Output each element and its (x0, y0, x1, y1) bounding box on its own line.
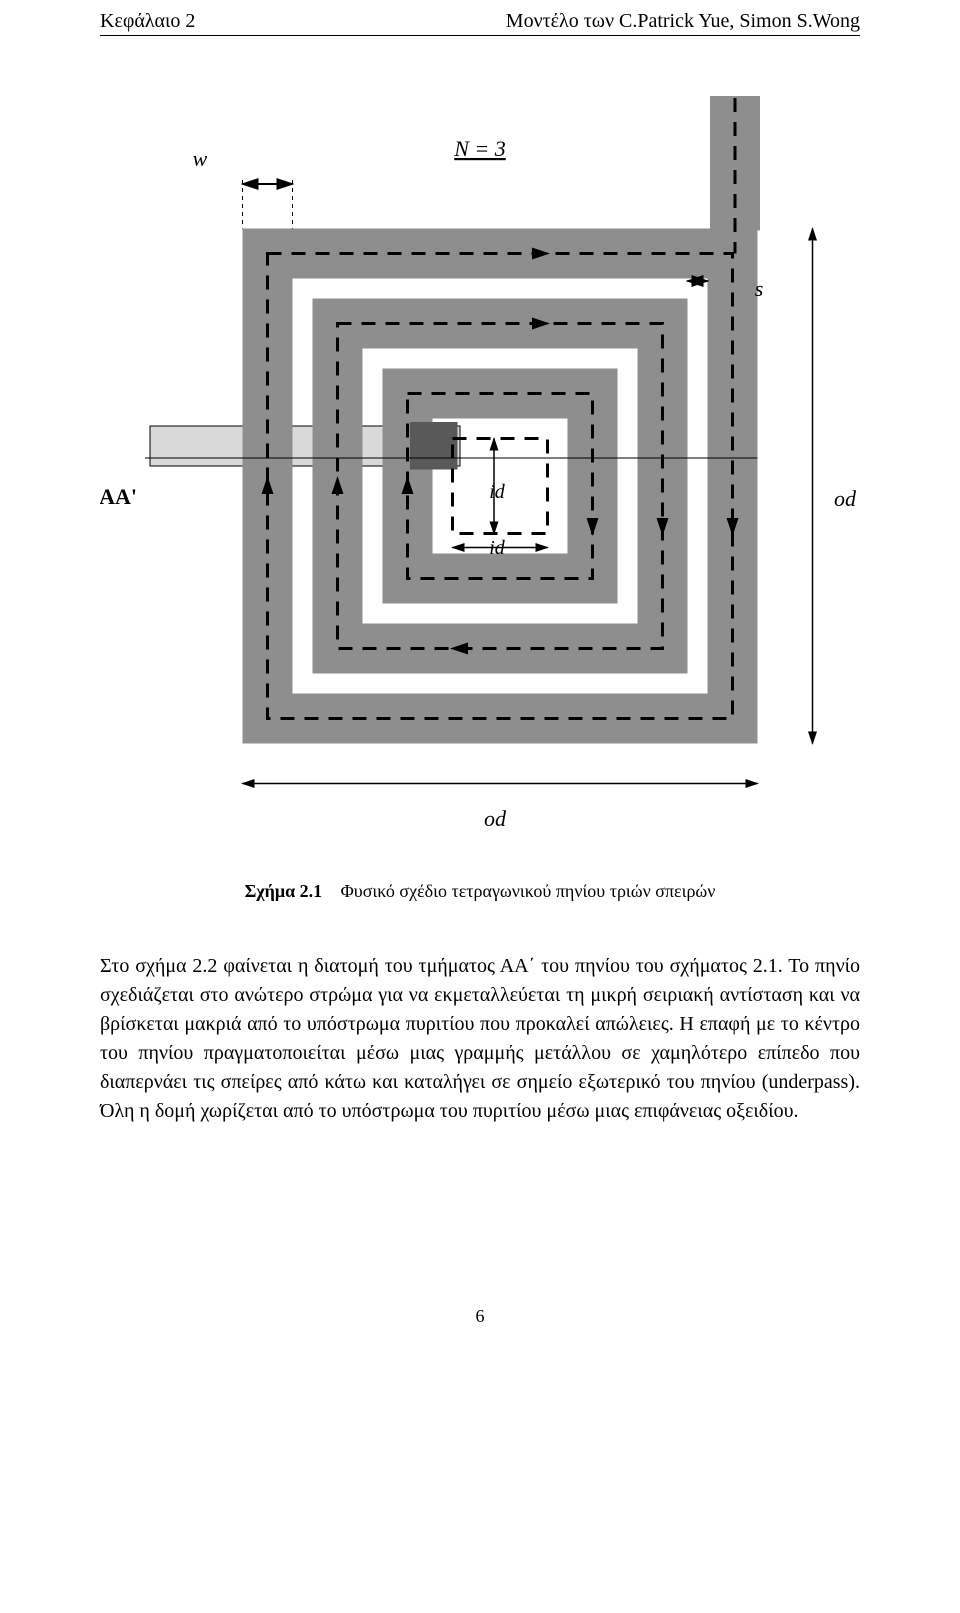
svg-text:AA': AA' (100, 484, 137, 509)
caption-label: Σχήμα 2.1 (245, 881, 323, 901)
figure-caption: Σχήμα 2.1 Φυσικό σχέδιο τετραγωνικού πην… (100, 881, 860, 902)
svg-text:od: od (484, 806, 507, 831)
header-title: Μοντέλο των C.Patrick Yue, Simon S.Wong (506, 10, 860, 33)
caption-text: Φυσικό σχέδιο τετραγωνικού πηνίου τριών … (341, 881, 716, 901)
svg-text:id: id (489, 537, 506, 559)
svg-text:s: s (755, 276, 764, 301)
header-chapter: Κεφάλαιο 2 (100, 10, 195, 33)
page-header: Κεφάλαιο 2 Μοντέλο των C.Patrick Yue, Si… (100, 10, 860, 36)
body-paragraph: Στο σχήμα 2.2 φαίνεται η διατομή του τμή… (100, 952, 860, 1126)
svg-text:id: id (489, 481, 506, 503)
figure-spiral-inductor: w N = 3 s od od id id AA' (100, 66, 860, 841)
page-number: 6 (100, 1306, 860, 1327)
svg-text:od: od (834, 486, 857, 511)
svg-text:w: w (193, 146, 208, 171)
svg-text:N = 3: N = 3 (453, 136, 506, 161)
